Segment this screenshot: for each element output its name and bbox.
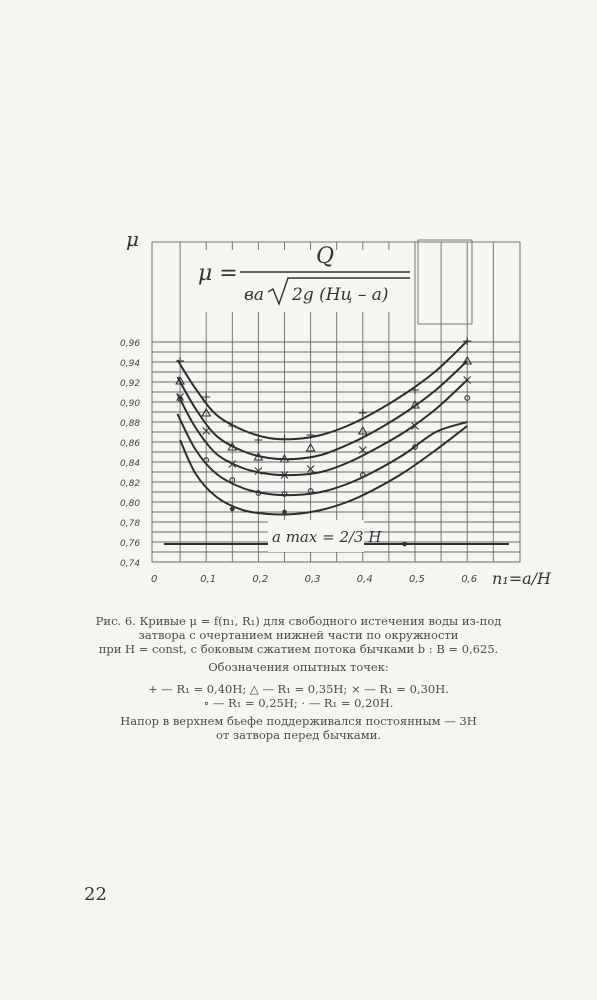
data-point-triangle (305, 442, 316, 452)
radical-sign (267, 277, 410, 307)
y-tick-label: 0,94 (120, 359, 140, 369)
y-tick-label: 0,80 (120, 499, 140, 509)
data-point-plus (306, 431, 315, 439)
data-point-triangle (279, 453, 290, 463)
data-point-cross (228, 460, 237, 468)
data-point-cross (358, 446, 367, 454)
data-point-cross (411, 422, 419, 430)
data-point-cross (280, 471, 289, 479)
legend-title: Обозначения опытных точек: (208, 660, 389, 674)
data-point-circle (255, 490, 262, 496)
x-axis-label: n₁=a/H (492, 569, 552, 588)
data-point-plus (228, 422, 237, 430)
data-point-circle (464, 395, 471, 401)
y-tick-label: 0,88 (120, 419, 140, 429)
series-curve (176, 413, 468, 497)
data-point-plus (254, 436, 263, 444)
data-point-triangle (201, 407, 212, 417)
chart: 0,96 0,94 0,92 0,90 0,88 0,86 0,84 0,82 0,80 0,78… (120, 227, 552, 588)
data-point-plus (358, 409, 367, 417)
plot-frame (151, 241, 521, 563)
x-tick-label: 0,2 (252, 574, 268, 585)
y-tick-label: 0,92 (120, 379, 140, 389)
data-point-plus (463, 337, 472, 345)
series-curve (179, 425, 468, 516)
chart-curves (164, 340, 509, 545)
data-point-triangle (410, 399, 420, 409)
formula-denominator-prefix: вa (244, 285, 264, 305)
series-curve (176, 379, 468, 477)
data-point-circle (229, 477, 236, 483)
legend-line-1: + — R₁ = 0,40H; △ — R₁ = 0,35H; × — R₁ =… (148, 682, 449, 696)
data-point-triangle (462, 355, 473, 365)
x-tick-label: 0,5 (409, 574, 425, 585)
page-number: 22 (84, 884, 107, 905)
x-tick-label: 0,1 (200, 574, 216, 585)
data-point-plus (176, 357, 185, 365)
data-point-triangle (357, 425, 368, 435)
y-tick-label: 0,76 (120, 539, 140, 549)
note-line-1: Напор в верхнем бьефе поддерживался пост… (120, 714, 477, 728)
data-point-circle (412, 444, 418, 450)
data-point-plus (202, 393, 211, 401)
y-axis-label: μ (126, 227, 139, 251)
caption-line-2: затвора с очертанием нижней части по окр… (138, 628, 459, 642)
formula-lhs: μ = (198, 261, 238, 286)
data-point-cross (463, 376, 472, 384)
data-point-cross (202, 427, 211, 435)
annotation-backdrop (268, 520, 364, 552)
x-tick-label: 0,3 (305, 574, 321, 585)
series-curve (176, 360, 468, 461)
chart-markers (175, 337, 473, 547)
data-point-circle (359, 472, 366, 478)
x-tick-label: 0 (151, 574, 157, 585)
caption-line-3: при H = const, с боковым сжатием потока … (98, 642, 499, 656)
formula-backdrop (192, 250, 414, 312)
data-point-plus (411, 386, 419, 394)
y-tick-label: 0,74 (120, 559, 140, 569)
note-line-2: от затвора перед бычками. (215, 728, 382, 742)
data-point-circle (281, 491, 288, 497)
data-point-cross (254, 467, 263, 475)
caption-line-1: Рис. 6. Кривые μ = f(n₁, R₁) для свободн… (95, 614, 502, 628)
formula-numerator: Q (316, 244, 334, 269)
data-point-dot (282, 509, 287, 515)
data-point-circle (307, 488, 314, 494)
y-tick-labels: 0,96 0,94 0,92 0,90 0,88 0,86 0,84 0,82 0,80 0,78… (120, 339, 140, 569)
data-point-triangle (253, 451, 264, 461)
y-tick-label: 0,86 (120, 439, 140, 449)
x-tick-labels: 0 0,1 0,2 0,3 0,4 0,5 0,6 (151, 574, 477, 585)
data-point-triangle (227, 441, 238, 451)
data-point-plus (280, 435, 289, 443)
grid-corner-block (417, 239, 473, 325)
y-tick-label: 0,82 (120, 479, 140, 489)
legend-line-2: ∘ — R₁ = 0,25H; · — R₁ = 0,20H. (203, 696, 394, 710)
data-point-cross (306, 465, 315, 473)
x-tick-label: 0,4 (357, 574, 373, 585)
y-tick-label: 0,84 (120, 459, 140, 469)
data-point-circle (177, 396, 183, 402)
y-tick-label: 0,96 (120, 339, 140, 349)
data-point-dot (402, 541, 407, 547)
data-point-dot (229, 506, 235, 512)
data-point-circle (203, 457, 210, 463)
data-point-triangle (175, 375, 186, 385)
series-curve (176, 340, 468, 441)
y-tick-label: 0,90 (120, 399, 140, 409)
x-tick-label: 0,6 (461, 574, 477, 585)
formula-radicand: 2g (Hц – a) (291, 285, 389, 305)
chart-annotation: a max = 2/3 H (272, 528, 382, 546)
y-tick-label: 0,78 (120, 519, 140, 529)
